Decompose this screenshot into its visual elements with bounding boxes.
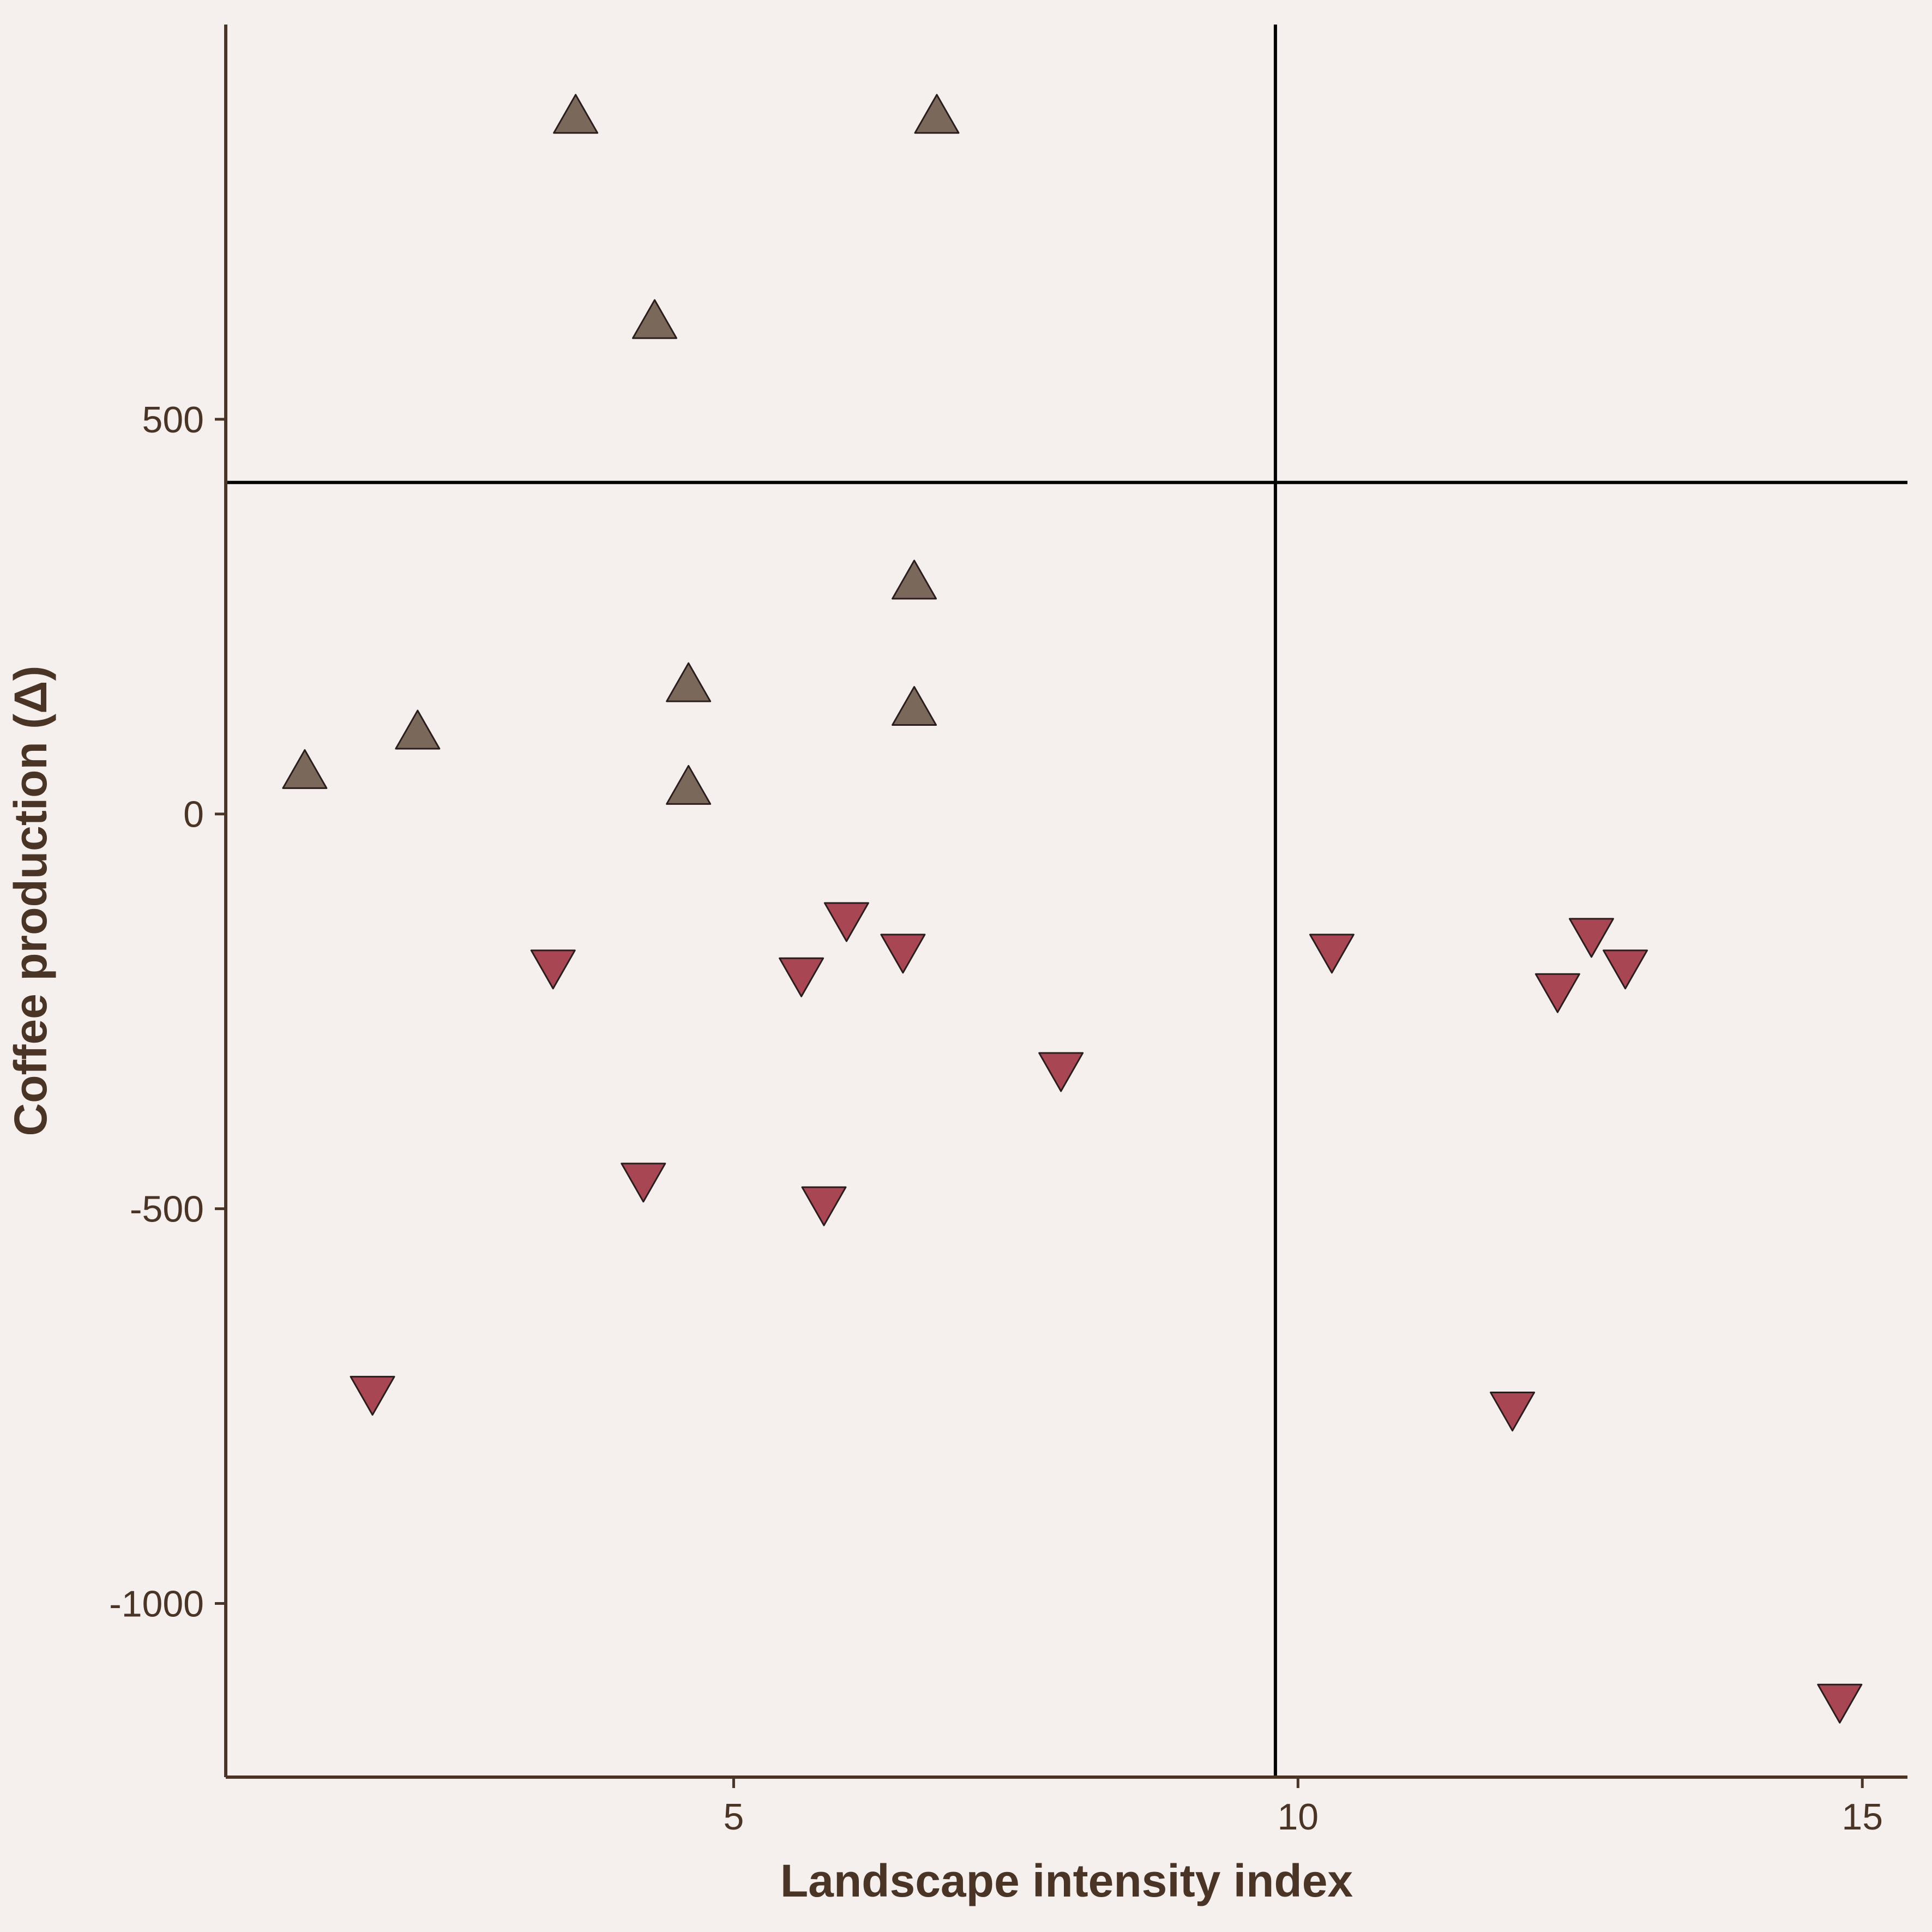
triangle-up-point bbox=[666, 765, 712, 805]
triangle-up-point bbox=[282, 749, 328, 789]
triangle-up-point bbox=[892, 559, 937, 600]
triangle-down-point bbox=[530, 949, 576, 990]
triangle-down-point bbox=[1568, 918, 1614, 958]
triangle-up-point bbox=[395, 709, 441, 750]
triangle-down-point bbox=[779, 957, 824, 997]
y-tick-label: 0 bbox=[183, 794, 204, 835]
triangle-down-point bbox=[1490, 1392, 1536, 1432]
triangle-down-point bbox=[1603, 949, 1648, 990]
triangle-down-point bbox=[823, 902, 869, 942]
y-tick-label: -1000 bbox=[109, 1583, 204, 1624]
y-axis-title: Coffee production (Δ) bbox=[5, 666, 56, 1136]
markers bbox=[282, 94, 1863, 1724]
triangle-up-point bbox=[892, 686, 937, 726]
triangle-up-point bbox=[914, 94, 960, 134]
triangle-down-point bbox=[621, 1163, 666, 1203]
triangle-down-point bbox=[1817, 1683, 1863, 1724]
triangle-down-point bbox=[880, 934, 926, 974]
axes: 5 10 15 500 0 -500 -1000 bbox=[109, 25, 1907, 1838]
triangle-down-point bbox=[801, 1186, 847, 1226]
triangle-up-point bbox=[666, 662, 712, 702]
y-tick-label: 500 bbox=[142, 399, 204, 441]
x-tick-label: 5 bbox=[723, 1796, 744, 1838]
triangle-down-point bbox=[1038, 1052, 1084, 1092]
y-tick-label: -500 bbox=[130, 1189, 204, 1230]
x-axis-title: Landscape intensity index bbox=[780, 1855, 1353, 1906]
reference-lines bbox=[226, 25, 1907, 1777]
triangle-down-point bbox=[350, 1376, 395, 1416]
triangle-down-point bbox=[1534, 973, 1580, 1013]
x-tick-label: 10 bbox=[1277, 1796, 1319, 1838]
triangle-up-point bbox=[632, 299, 678, 339]
x-tick-label: 15 bbox=[1841, 1796, 1883, 1838]
triangle-up-point bbox=[553, 94, 599, 134]
triangle-down-point bbox=[1309, 934, 1355, 974]
